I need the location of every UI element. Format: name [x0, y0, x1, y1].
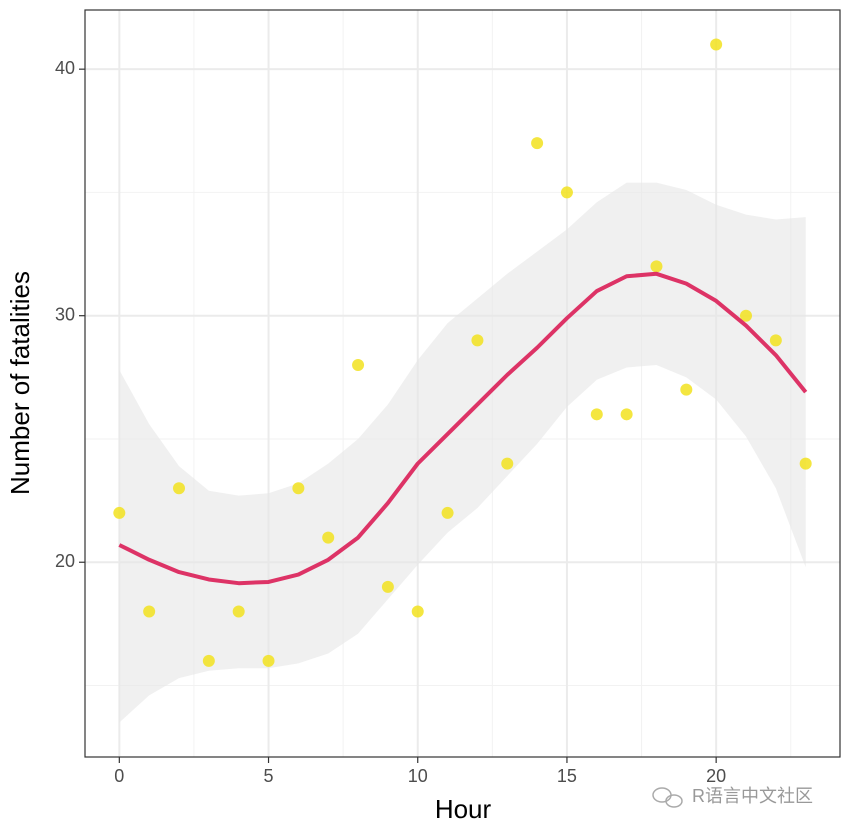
point	[381, 580, 394, 593]
point	[710, 38, 723, 51]
x-tick-label: 5	[264, 766, 274, 786]
x-axis-title: Hour	[435, 794, 492, 824]
panel-border	[84, 9, 841, 758]
point	[352, 359, 365, 372]
confidence-band	[119, 182, 806, 723]
data-layer	[113, 38, 812, 723]
point	[739, 309, 752, 322]
point	[680, 383, 693, 396]
point	[322, 531, 335, 544]
point	[143, 605, 156, 618]
point	[441, 506, 454, 519]
point	[620, 408, 633, 421]
watermark-icon	[652, 787, 683, 808]
point	[202, 654, 215, 667]
x-tick-label: 0	[114, 766, 124, 786]
point	[590, 408, 603, 421]
point	[292, 482, 305, 495]
point	[799, 457, 812, 470]
point	[113, 506, 126, 519]
point	[769, 334, 782, 347]
y-axis-title: Number of fatalities	[5, 271, 35, 495]
point	[262, 654, 275, 667]
y-tick-label: 40	[55, 58, 75, 78]
x-tick-label: 20	[706, 766, 726, 786]
y-tick-label: 30	[55, 304, 75, 324]
point	[650, 260, 663, 273]
y-tick-label: 20	[55, 551, 75, 571]
point	[173, 482, 186, 495]
point	[471, 334, 484, 347]
point	[560, 186, 573, 199]
x-tick-label: 15	[557, 766, 577, 786]
x-tick-label: 10	[408, 766, 428, 786]
smooth-line	[118, 271, 808, 586]
watermark: R语言中文社区	[692, 786, 813, 806]
point	[501, 457, 514, 470]
point	[232, 605, 245, 618]
point	[411, 605, 424, 618]
point	[531, 137, 544, 150]
